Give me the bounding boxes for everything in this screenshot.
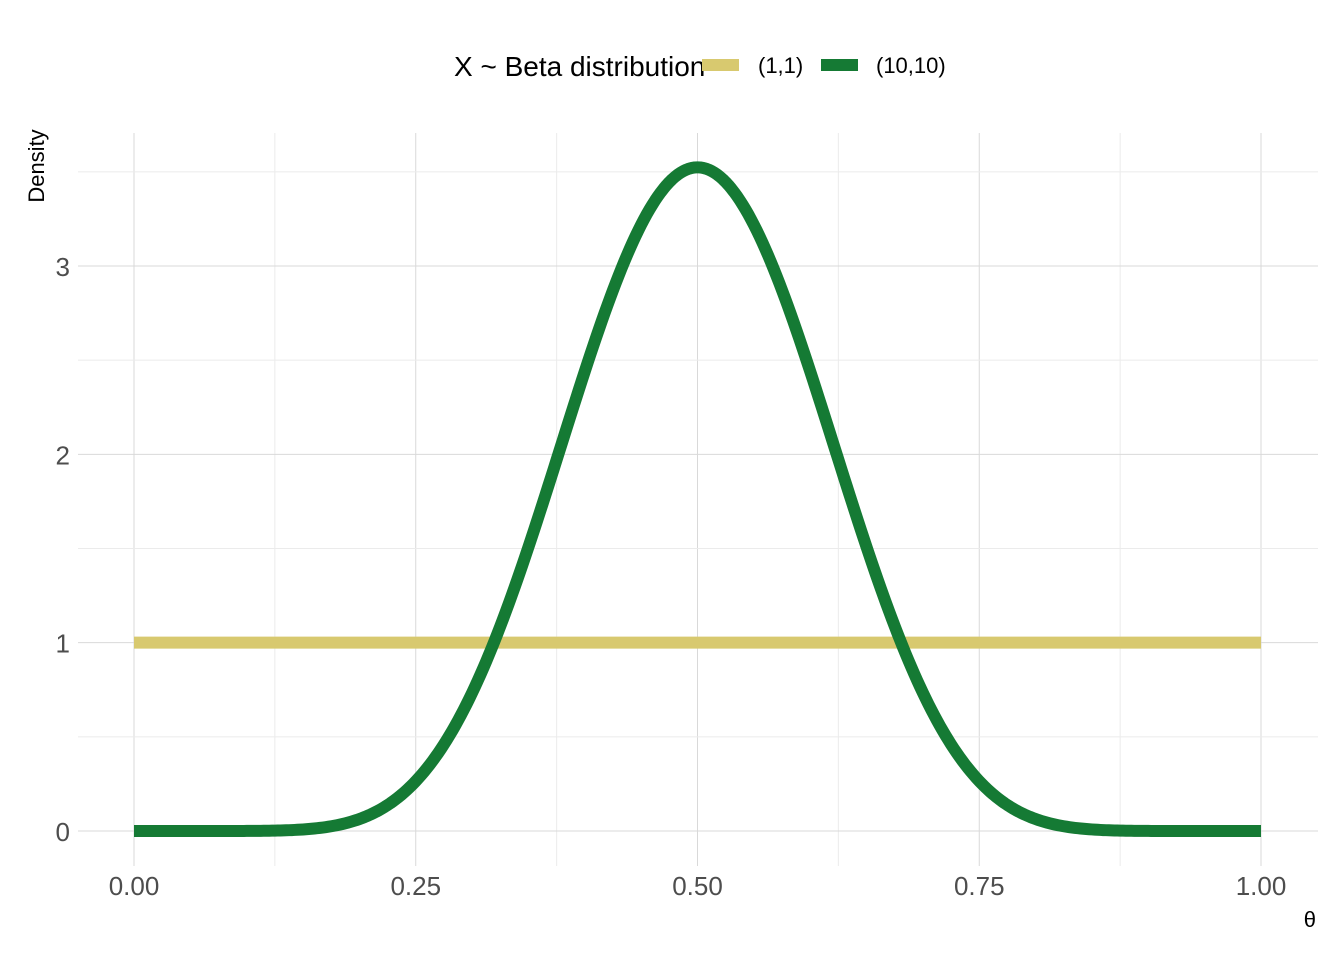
legend-label-beta-10-10: (10,10) [876,53,946,78]
x-tick-label: 0.75 [954,871,1005,901]
x-tick-label: 1.00 [1236,871,1287,901]
series-layer [130,161,1265,837]
series-line-10-10 [130,161,1265,837]
y-axis-title: Density [24,129,49,202]
y-tick-label: 0 [56,817,70,847]
y-tick-label: 1 [56,629,70,659]
y-tick-label: 3 [56,252,70,282]
x-tick-label: 0.00 [109,871,160,901]
x-axis-title: θ [1304,907,1316,932]
y-tick-label: 2 [56,440,70,470]
x-tick-label: 0.25 [390,871,441,901]
y-axis-ticks: 0 1 2 3 [56,252,70,847]
legend-title: X ~ Beta distribution [454,51,705,82]
grid [78,133,1318,866]
legend-label-beta-1-1: (1,1) [758,53,803,78]
legend: X ~ Beta distribution (1,1) (10,10) [454,51,946,82]
x-axis-ticks: 0.00 0.25 0.50 0.75 1.00 [109,871,1287,901]
x-tick-label: 0.50 [672,871,723,901]
